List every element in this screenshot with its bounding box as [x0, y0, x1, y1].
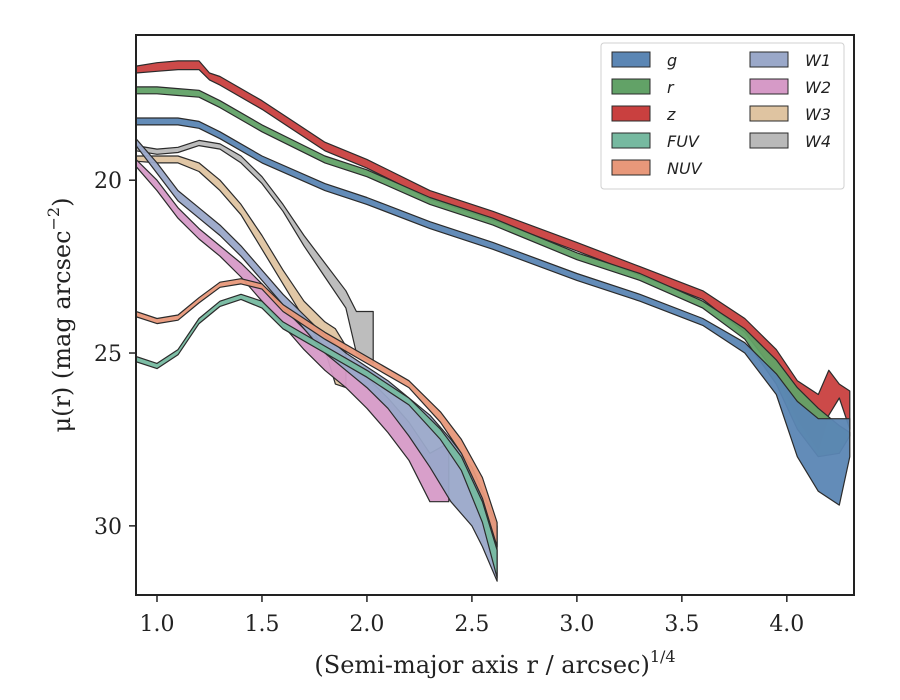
legend-swatch-r	[611, 78, 651, 95]
legend-label-w2: W2	[805, 78, 831, 97]
legend: grz FUV NUV W1 W2 W3 W4	[600, 42, 845, 190]
series-band-g	[136, 117, 851, 506]
series-layer	[136, 60, 851, 582]
y-tick-label: 20	[94, 169, 122, 194]
legend-swatch-w1	[749, 51, 789, 68]
legend-swatch-g	[611, 51, 651, 68]
y-tick-label: 25	[94, 342, 122, 367]
legend-swatch-nuv	[611, 159, 651, 176]
legend-label-z: z	[666, 105, 676, 124]
x-tick-label: 2.5	[454, 612, 489, 637]
series-band-w4	[136, 139, 374, 364]
x-tick-label: 2.0	[349, 612, 384, 637]
series-band-w1	[136, 138, 498, 582]
legend-swatch-z	[611, 105, 651, 122]
y-axis-title-end: )	[48, 198, 76, 207]
x-tick-label: 4.0	[769, 612, 804, 637]
x-tick-label: 1.0	[139, 612, 174, 637]
legend-swatch-w2	[749, 78, 789, 95]
legend-label-w4: W4	[805, 132, 831, 151]
legend-label-w1: W1	[805, 51, 831, 70]
ticks-layer: 1.0 1.5 2.0 2.5 3.0 3.5 4.0 20 25 30	[94, 169, 804, 637]
x-axis-title-sup: 1/4	[650, 647, 676, 666]
plot-frame	[135, 34, 855, 596]
legend-swatch-w3	[749, 105, 789, 122]
legend-label-g: g	[667, 51, 677, 70]
legend-swatch-w4	[749, 132, 789, 149]
x-tick-label: 3.0	[559, 612, 594, 637]
y-axis-title: μ(r) (mag arcsec−2)	[44, 198, 76, 433]
y-tick-label: 30	[94, 515, 122, 540]
series-band-nuv	[136, 278, 498, 548]
x-axis-title: (Semi-major axis r / arcsec)1/4	[314, 647, 675, 679]
legend-label-w3: W3	[805, 105, 831, 124]
legend-label-nuv: NUV	[667, 159, 703, 178]
legend-swatch-fuv	[611, 132, 651, 149]
legend-label-r: r	[667, 78, 675, 97]
legend-label-fuv: FUV	[667, 132, 700, 151]
series-band-fuv	[136, 293, 498, 579]
x-tick-label: 3.5	[664, 612, 699, 637]
y-axis-title-sup: −2	[44, 207, 63, 231]
x-tick-label: 1.5	[244, 612, 279, 637]
